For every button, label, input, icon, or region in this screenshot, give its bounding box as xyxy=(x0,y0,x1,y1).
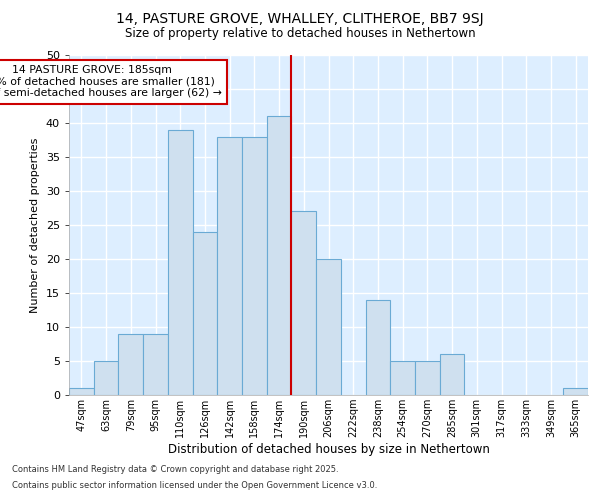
Bar xyxy=(563,388,588,395)
Bar xyxy=(69,388,94,395)
Bar xyxy=(390,361,415,395)
Bar xyxy=(316,259,341,395)
Bar xyxy=(292,212,316,395)
Bar xyxy=(143,334,168,395)
Text: Size of property relative to detached houses in Nethertown: Size of property relative to detached ho… xyxy=(125,28,475,40)
Bar xyxy=(94,361,118,395)
Bar xyxy=(242,136,267,395)
Bar xyxy=(440,354,464,395)
Text: Contains public sector information licensed under the Open Government Licence v3: Contains public sector information licen… xyxy=(12,480,377,490)
Bar xyxy=(217,136,242,395)
Bar xyxy=(267,116,292,395)
Bar xyxy=(118,334,143,395)
Bar xyxy=(415,361,440,395)
Text: Contains HM Land Registry data © Crown copyright and database right 2025.: Contains HM Land Registry data © Crown c… xyxy=(12,466,338,474)
Text: 14 PASTURE GROVE: 185sqm
← 74% of detached houses are smaller (181)
25% of semi-: 14 PASTURE GROVE: 185sqm ← 74% of detach… xyxy=(0,65,222,98)
Y-axis label: Number of detached properties: Number of detached properties xyxy=(30,138,40,312)
X-axis label: Distribution of detached houses by size in Nethertown: Distribution of detached houses by size … xyxy=(167,443,490,456)
Bar xyxy=(168,130,193,395)
Bar xyxy=(193,232,217,395)
Bar xyxy=(365,300,390,395)
Text: 14, PASTURE GROVE, WHALLEY, CLITHEROE, BB7 9SJ: 14, PASTURE GROVE, WHALLEY, CLITHEROE, B… xyxy=(116,12,484,26)
